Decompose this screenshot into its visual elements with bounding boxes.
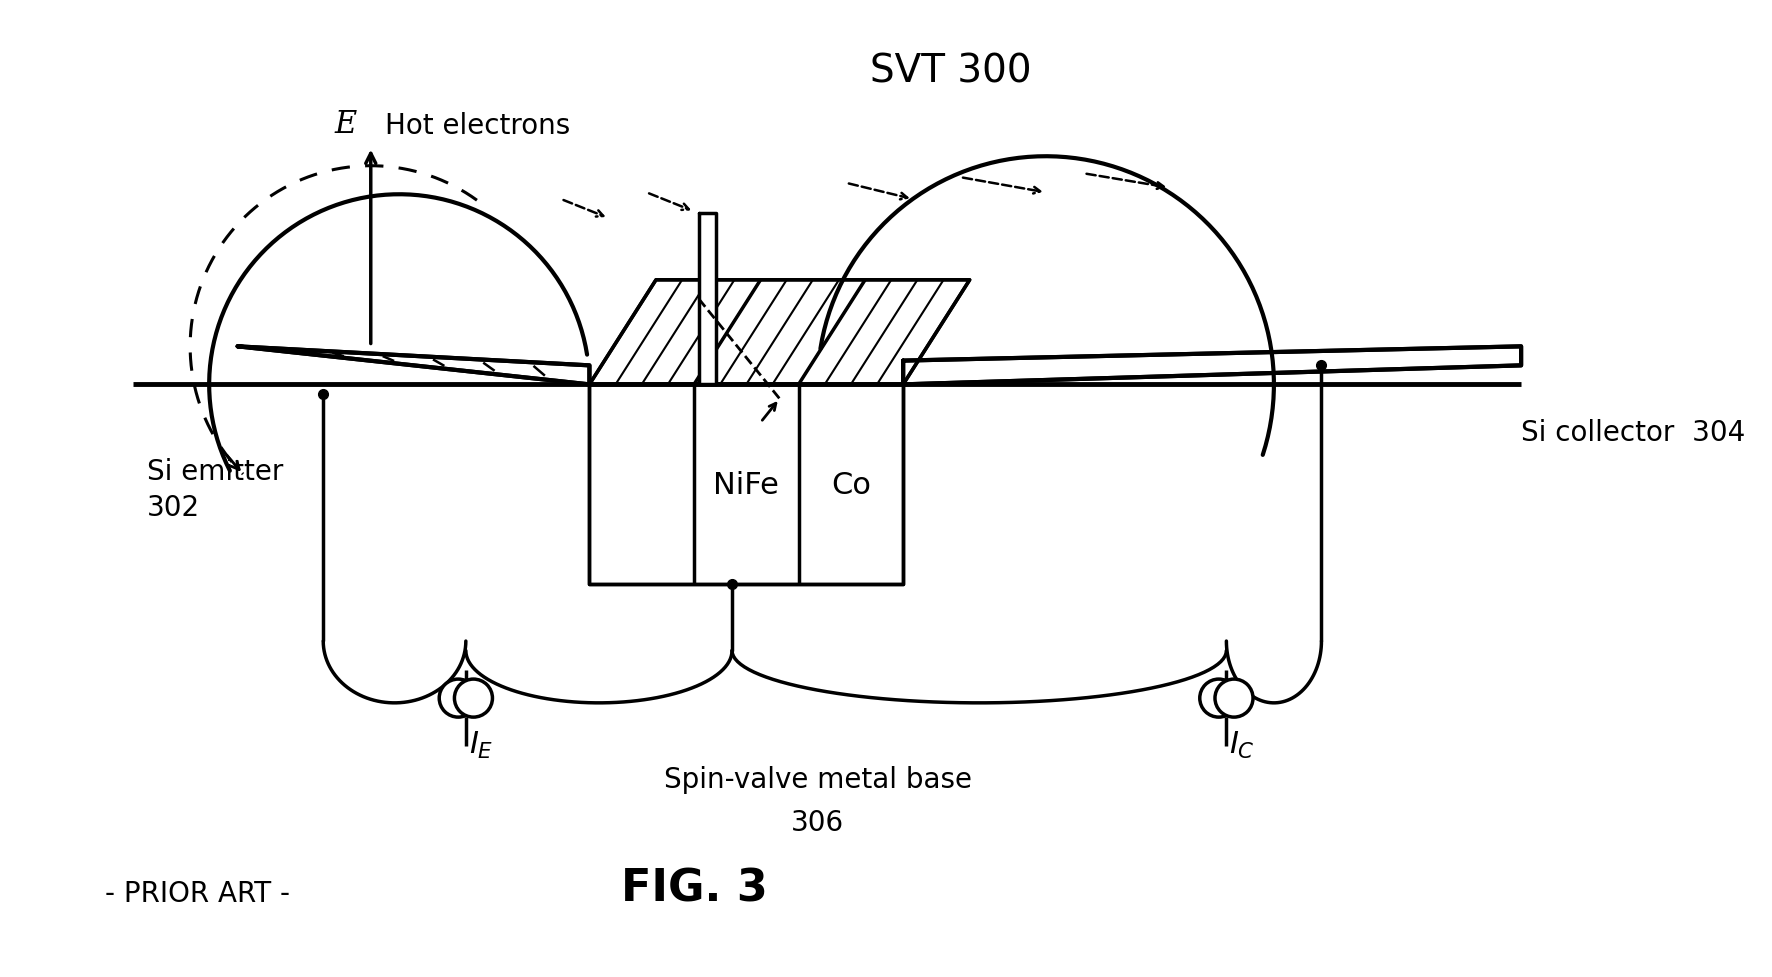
Polygon shape [590,280,969,385]
Text: SVT 300: SVT 300 [870,53,1031,91]
Circle shape [454,679,493,717]
Text: Spin-valve metal base: Spin-valve metal base [663,765,971,793]
Circle shape [439,679,477,717]
Text: NiFe: NiFe [714,470,780,499]
Text: E: E [335,109,356,140]
Circle shape [1216,679,1253,717]
Text: $I_E$: $I_E$ [468,729,493,760]
Text: FIG. 3: FIG. 3 [620,867,767,910]
Text: Hot electrons: Hot electrons [385,112,571,140]
Text: Si collector  304: Si collector 304 [1520,418,1745,446]
Text: $I_C$: $I_C$ [1230,729,1255,760]
Polygon shape [237,347,590,385]
Polygon shape [698,214,716,385]
Polygon shape [904,347,1520,385]
Text: 306: 306 [790,808,843,836]
Text: Si emitter
302: Si emitter 302 [147,457,284,522]
Polygon shape [590,385,904,584]
Text: Co: Co [831,470,870,499]
Text: - PRIOR ART -: - PRIOR ART - [105,879,289,907]
Circle shape [1200,679,1239,717]
